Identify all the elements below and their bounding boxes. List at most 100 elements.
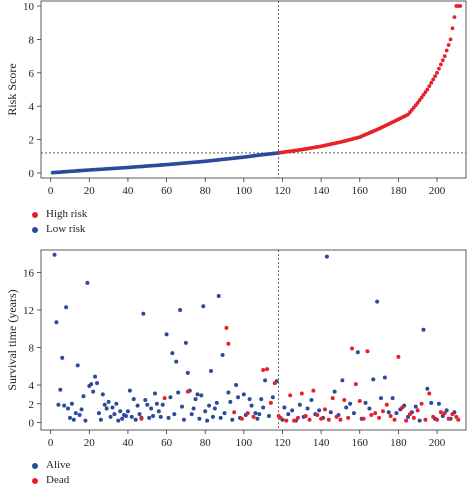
dead-point [268,400,273,405]
alive-point [127,388,132,393]
alive-point [129,414,134,419]
alive-point [56,402,61,407]
alive-point [367,406,372,411]
alive-point [197,416,202,421]
alive-point [154,401,159,406]
x-tick-label: 80 [200,185,212,197]
alive-point [328,410,333,415]
alive-point [106,399,111,404]
dead-point [435,417,440,422]
alive-point [228,399,233,404]
y-tick-label: 0 [29,418,35,430]
high-risk-point [442,54,447,59]
dead-point [404,418,409,423]
high-risk-point [421,92,426,97]
x-tick-label: 160 [352,437,369,449]
alive-point [406,414,411,419]
high-risk-point [419,95,424,100]
alive-point [263,378,268,383]
alive-point [371,377,376,382]
survival-time-plot-frame [40,249,467,431]
legend-item-dead: Dead [32,473,70,488]
dead-point [272,381,277,386]
alive-point [425,386,430,391]
dead-point [373,411,378,416]
dead-point [334,414,339,419]
alive-point [93,374,98,379]
dead-point [419,401,424,406]
dead-point [454,414,459,419]
dead-point [307,417,312,422]
alive-point [191,406,196,411]
low-risk-legend-label: Low risk [46,223,86,235]
dead-point [342,398,347,402]
dead-point [278,415,283,420]
alive-point [83,418,88,423]
alive-point [185,370,190,375]
dead-point [338,417,343,422]
alive-point [73,411,78,416]
high-risk-point [458,4,463,8]
dead-point [384,402,389,407]
alive-point [104,406,109,411]
alive-point [116,418,121,423]
risk-score-points [50,4,463,175]
alive-point [174,359,179,364]
alive-point [152,391,157,396]
dead-point [357,398,362,403]
alive-point [440,413,445,418]
alive-point [79,407,84,412]
x-tick-label: 120 [274,437,291,449]
survival-time-panel: 0 2 4 8 12 16 0 20 40 60 80 100 120 140 160 180 200 Sur… [5,249,467,449]
alive-point [214,400,219,405]
dead-point [423,417,428,422]
alive-point [436,401,441,406]
high-risk-point [440,58,445,63]
dead-point [415,408,420,413]
alive-point [112,412,117,417]
legend-item-high-risk: High risk [32,207,87,222]
dead-point [319,416,324,421]
dead-point [315,413,320,417]
dead-point [450,412,455,417]
x-tick-label: 0 [48,437,54,449]
x-tick-label: 40 [122,185,134,197]
high-risk-point [415,100,420,105]
alive-point [417,418,422,423]
alive-point [355,350,360,355]
y-tick-label: 4 [29,380,35,392]
high-risk-point [452,15,457,20]
dead-point [226,341,231,346]
alive-point [241,392,246,397]
alive-point [444,408,449,413]
high-risk-point [437,66,441,71]
alive-point [286,412,291,417]
dead-point [400,405,405,410]
risk-score-plot-frame [40,0,467,179]
alive-point [348,401,353,406]
y-tick-label: 2 [29,135,35,147]
alive-point [133,417,138,422]
alive-point [95,381,100,386]
alive-point [137,412,142,417]
alive-point [259,397,264,402]
y-tick-label: 8 [29,34,35,46]
x-tick-label: 100 [236,437,253,449]
alive-point [183,340,188,345]
high-risk-point [417,98,422,103]
alive-point [125,409,130,414]
risk-score-x-ticks: 0 20 40 60 80 100 120 140 160 180 200 [48,178,446,197]
alive-point [253,411,258,416]
dead-point [438,410,443,415]
dead-point [326,417,331,422]
alive-point [305,406,310,411]
alive-point [100,392,105,397]
dead-point [427,391,432,396]
dead-point [251,414,256,419]
alive-point [102,402,107,407]
high-risk-point [444,48,449,53]
alive-point [375,299,380,304]
alive-point [207,403,212,408]
high-risk-point [433,74,437,79]
x-tick-label: 60 [161,437,173,449]
